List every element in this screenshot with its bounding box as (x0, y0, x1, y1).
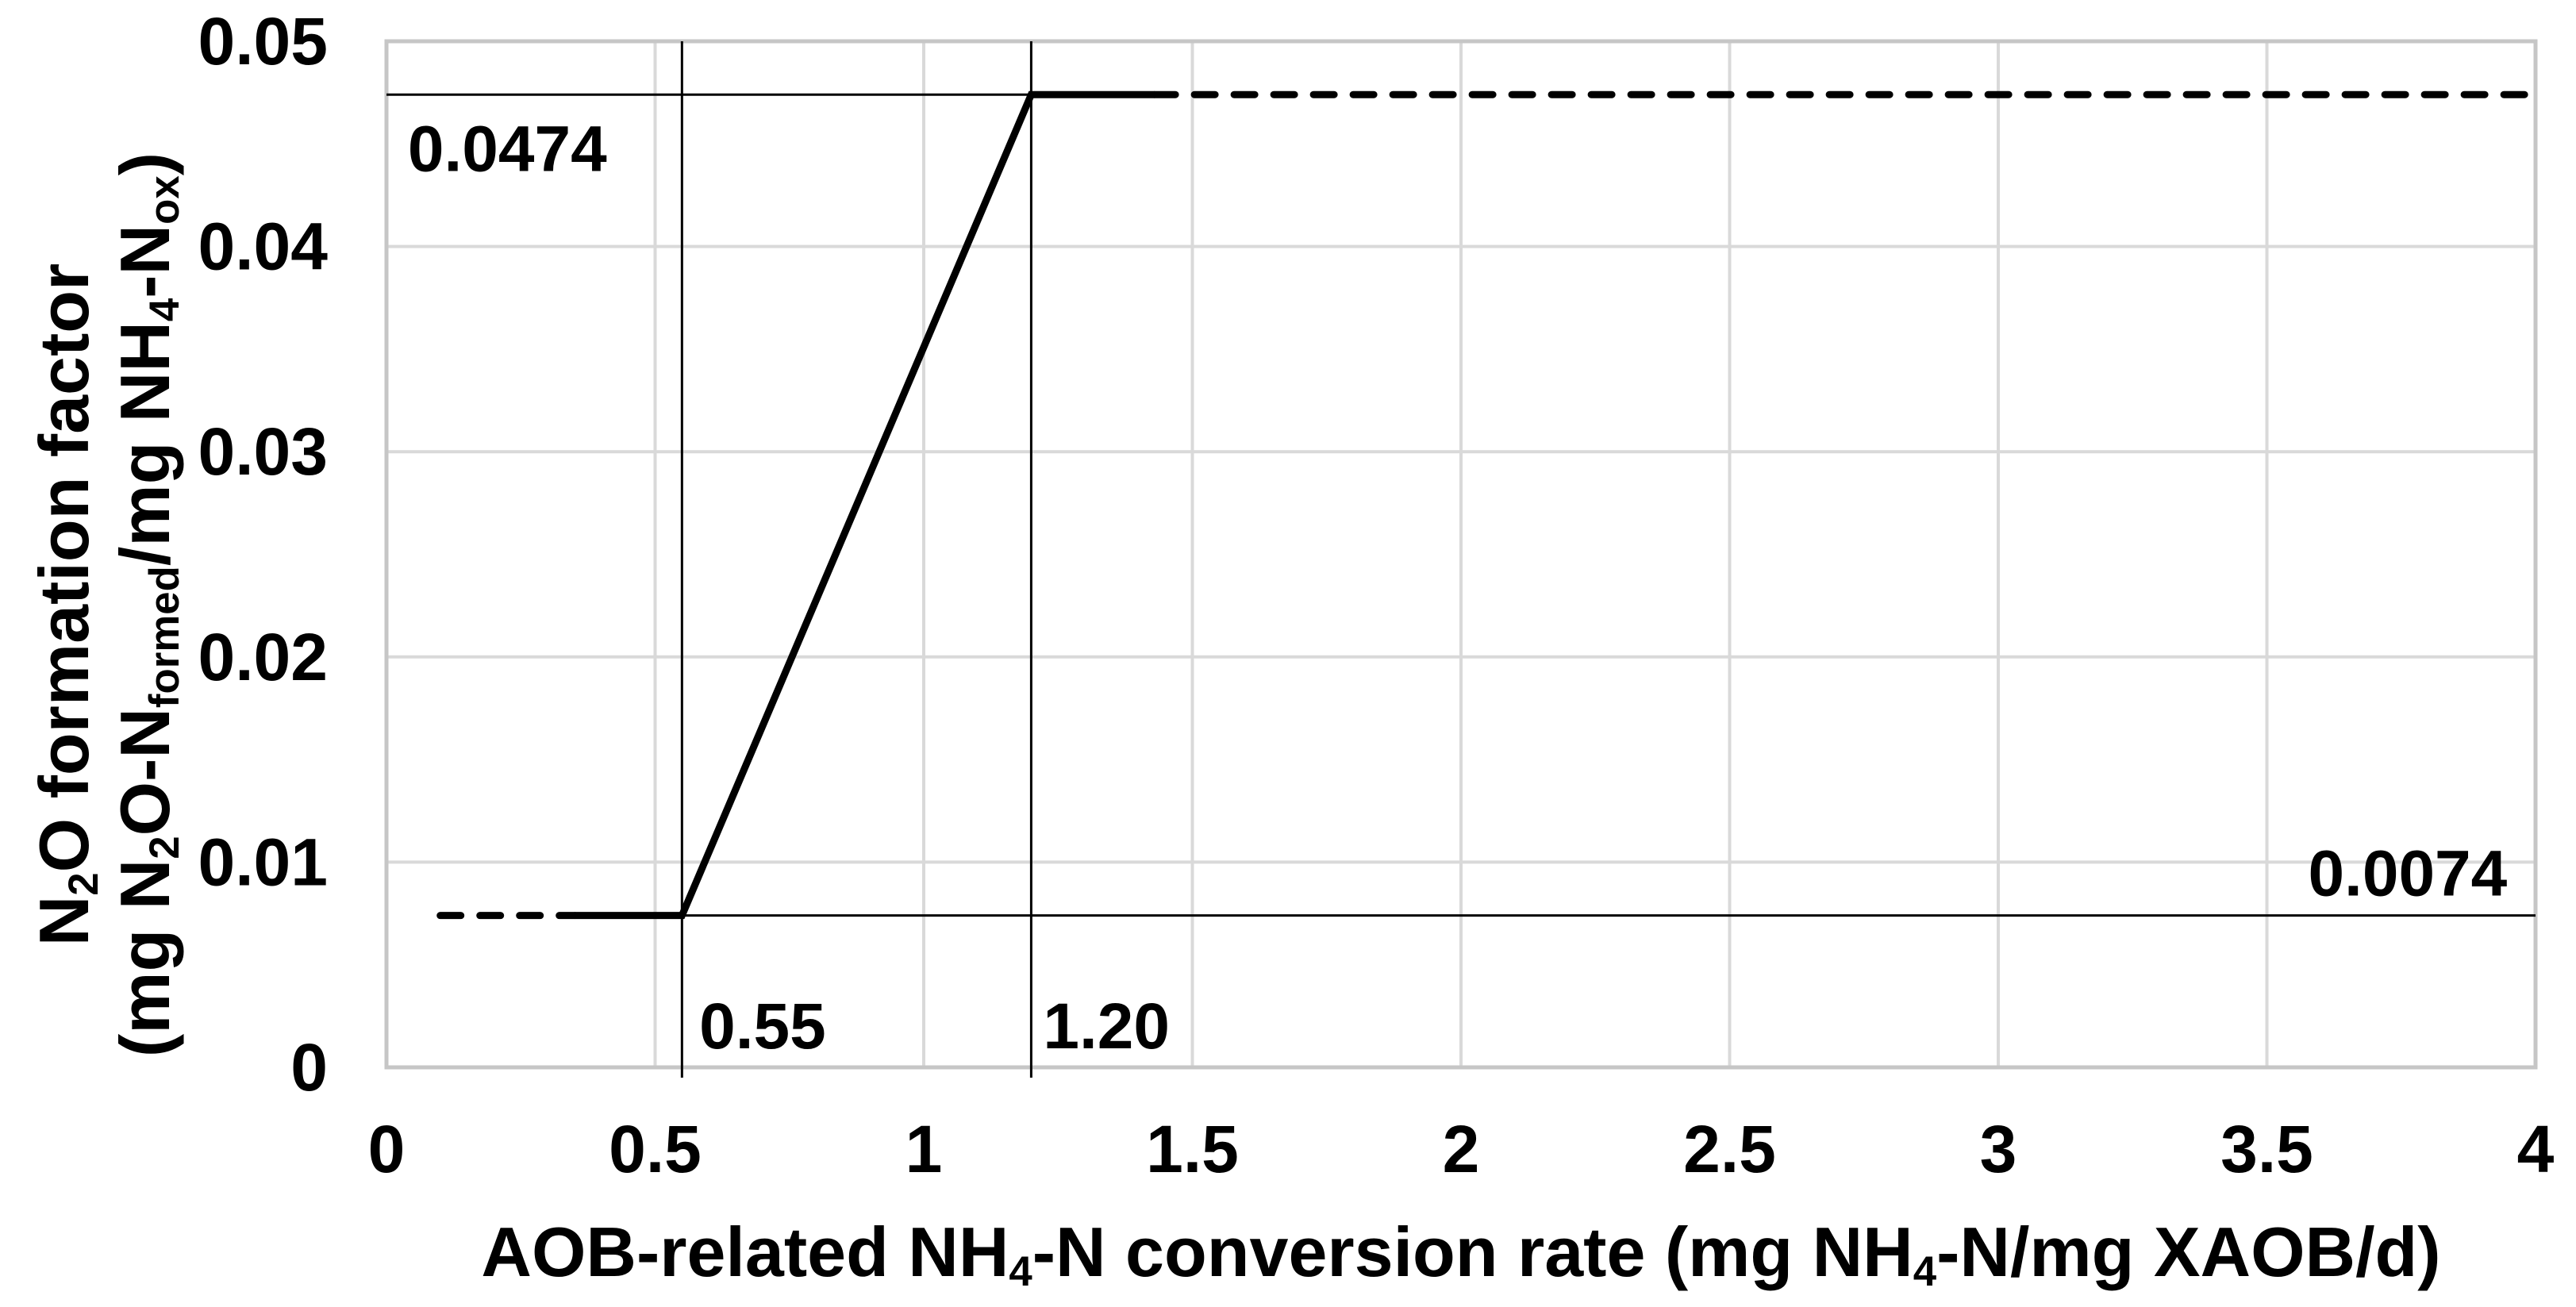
x-axis-title: AOB-related NH4-N conversion rate (mg NH… (481, 1213, 2441, 1295)
y-axis-title-line2: (mg N2O-Nformed/mg NH4-Nox) (106, 152, 188, 1058)
x-tick-label: 1.5 (1146, 1112, 1239, 1186)
x-tick-label: 3 (1980, 1112, 2017, 1186)
y-tick-label: 0.05 (198, 4, 329, 79)
plot-frame (384, 39, 2538, 1070)
y-tick-label: 0.01 (198, 825, 329, 899)
y-tick-label: 0.04 (198, 210, 329, 284)
annotation-0.55: 0.55 (699, 990, 826, 1063)
annotation-0.0474: 0.0474 (408, 113, 607, 185)
x-tick-label: 0 (368, 1112, 406, 1186)
y-axis-title-line1: N2O formation factor (25, 263, 107, 947)
x-tick-label: 2 (1443, 1112, 1480, 1186)
annotation-1.20: 1.20 (1043, 990, 1170, 1063)
x-tick-label: 4 (2517, 1112, 2555, 1186)
annotation-0.0074: 0.0074 (2308, 837, 2507, 909)
series-line-solid (574, 90, 1155, 920)
x-tick-label: 1 (905, 1112, 943, 1186)
x-tick-label: 0.5 (609, 1112, 702, 1186)
y-tick-label: 0.03 (198, 414, 329, 489)
x-tick-label: 2.5 (1683, 1112, 1776, 1186)
y-axis-title: N2O formation factor (mg N2O-Nformed/mg … (24, 49, 189, 1160)
y-tick-label: 0 (290, 1030, 328, 1105)
x-tick-label: 3.5 (2220, 1112, 2313, 1186)
y-tick-label: 0.02 (198, 620, 329, 694)
